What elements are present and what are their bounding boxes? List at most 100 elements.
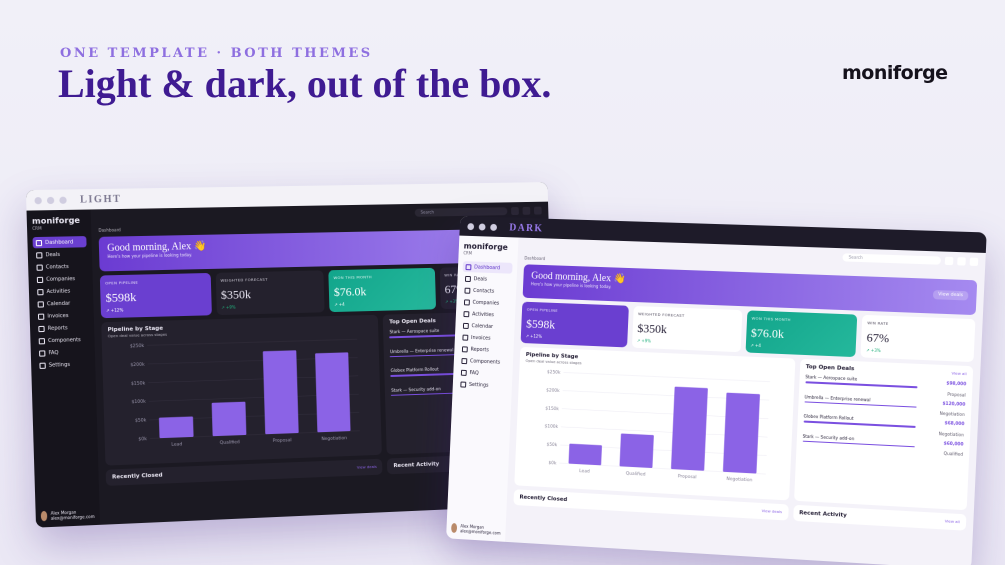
search-box[interactable]: Search — [414, 207, 508, 217]
bar — [670, 386, 708, 471]
search-box[interactable]: Search — [842, 253, 942, 265]
nav-icon — [36, 264, 43, 271]
nav-item[interactable]: FAQ — [36, 346, 90, 359]
nav-label: Dashboard — [474, 264, 501, 271]
nav-label: Invoices — [47, 312, 69, 320]
nav-item[interactable]: Companies — [34, 273, 88, 285]
kpi-card: OPEN PIPELINE $598k ↗ +12% — [520, 301, 629, 348]
app-window: LIGHT moniforge CRM Dashboard Deals Contacts C… — [25, 182, 557, 528]
nav-item[interactable]: FAQ — [458, 367, 508, 380]
nav-item[interactable]: Deals — [33, 248, 87, 260]
chart-panel: Pipeline by Stage Open deal value across … — [514, 346, 796, 501]
user-text: Alex Morgan alex@moniforge.com — [460, 523, 501, 535]
bar — [568, 443, 602, 466]
nav-icon — [37, 288, 44, 295]
y-tick-label: $0k — [548, 460, 557, 466]
user-email: alex@moniforge.com — [460, 528, 501, 536]
nav-label: Components — [47, 336, 81, 344]
grid-line — [563, 372, 770, 381]
nav-item[interactable]: Components — [35, 334, 89, 347]
y-tick-label: $0k — [138, 436, 147, 442]
nav-item[interactable]: Components — [458, 355, 508, 368]
top-icon[interactable] — [511, 207, 519, 216]
bar — [315, 352, 351, 433]
closed-title: Recently Closed — [111, 472, 163, 481]
x-tick-label: Qualified — [220, 439, 240, 446]
nav-icon — [36, 251, 43, 259]
nav-label: Invoices — [470, 334, 491, 342]
closed-header: Recently Closed View deals — [112, 464, 377, 481]
nav-item[interactable]: Companies — [461, 296, 511, 309]
bar — [211, 401, 247, 437]
nav-label: Reports — [470, 346, 489, 353]
nav-item[interactable]: Contacts — [462, 285, 512, 298]
kpi-label: OPEN PIPELINE — [526, 306, 558, 313]
app-body: moniforge CRM Dashboard Deals Contacts Compan… — [446, 235, 986, 565]
window-dot — [490, 223, 498, 231]
deal-name: Stark — Security add-on — [802, 433, 855, 441]
nav-icon — [461, 345, 468, 352]
nav-label: Contacts — [45, 263, 69, 271]
eyebrow: ONE TEMPLATE · BOTH THEMES — [60, 46, 373, 61]
nav-item[interactable]: Activities — [34, 285, 88, 298]
hero-button[interactable]: View deals — [932, 290, 969, 301]
nav-label: Companies — [46, 275, 76, 283]
nav-item[interactable]: Settings — [457, 378, 507, 391]
bar — [619, 433, 654, 469]
y-tick-label: $250k — [130, 343, 145, 349]
nav-item[interactable]: Reports — [459, 343, 509, 356]
deals-title: Top Open Deals — [389, 318, 436, 326]
top-icon[interactable] — [969, 257, 979, 267]
top-icon[interactable] — [522, 206, 531, 215]
bar-chart: $0k $50k $100k $150k $200k $250k Lead Qualified… — [130, 331, 376, 448]
nav-item[interactable]: Calendar — [34, 297, 88, 310]
deal-value: $98,000 — [946, 380, 967, 387]
content-row: Pipeline by Stage Open deal value across … — [101, 310, 549, 466]
nav-item[interactable]: Contacts — [33, 260, 87, 272]
nav-icon — [464, 275, 471, 282]
y-tick-label: $50k — [546, 442, 557, 449]
nav-item[interactable]: Invoices — [35, 309, 89, 322]
nav-item[interactable]: Deals — [462, 273, 512, 286]
x-tick-label: Proposal — [678, 473, 697, 480]
top-icon[interactable] — [533, 206, 542, 215]
kpi-delta: ↗ +9% — [221, 304, 236, 310]
window-dot — [46, 196, 55, 204]
closed-link[interactable]: View deals — [761, 508, 783, 515]
nav-item[interactable]: Invoices — [459, 332, 509, 345]
top-icon[interactable] — [944, 256, 954, 266]
deals-link[interactable]: View all — [951, 370, 967, 377]
chart-panel: Pipeline by Stage Open deal value across … — [101, 314, 383, 466]
nav-label: FAQ — [48, 349, 59, 356]
kpi-delta: ↗ +12% — [105, 307, 124, 313]
deal-name: Globex Platform Rollout — [803, 413, 854, 421]
nav-item[interactable]: Activities — [460, 308, 510, 321]
nav-item[interactable]: Reports — [35, 322, 89, 335]
brand-logo: moniforge — [842, 62, 948, 84]
nav-icon — [463, 298, 470, 305]
main-content: Search Dashboard Good morning, Alex 👋 Here'… — [91, 202, 557, 525]
window-label: DARK — [509, 221, 544, 234]
nav-label: Components — [469, 357, 501, 366]
kpi-label: WON THIS MONTH — [333, 274, 373, 281]
y-tick-label: $200k — [546, 387, 560, 394]
headline: Light & dark, out of the box. — [58, 61, 552, 106]
deal-name: Umbrella — Enterprise renewal — [804, 393, 871, 402]
deal-name: Globex Platform Rollout — [390, 366, 439, 374]
closed-link[interactable]: View deals — [356, 463, 377, 470]
kpi-card: WEIGHTED FORECAST $350k ↗ +9% — [631, 305, 742, 353]
activity-link[interactable]: View all — [944, 518, 961, 525]
kpi-value: 67% — [866, 330, 890, 346]
grid-line — [147, 339, 357, 345]
nav-item[interactable]: Dashboard — [32, 236, 87, 249]
y-tick-label: $150k — [545, 405, 559, 412]
nav-item[interactable]: Dashboard — [462, 261, 513, 274]
nav-item[interactable]: Settings — [36, 358, 90, 371]
x-tick-label: Proposal — [273, 437, 292, 444]
deal-value: $68,000 — [944, 420, 965, 427]
nav-item[interactable]: Calendar — [460, 320, 510, 333]
top-icon[interactable] — [957, 257, 966, 266]
